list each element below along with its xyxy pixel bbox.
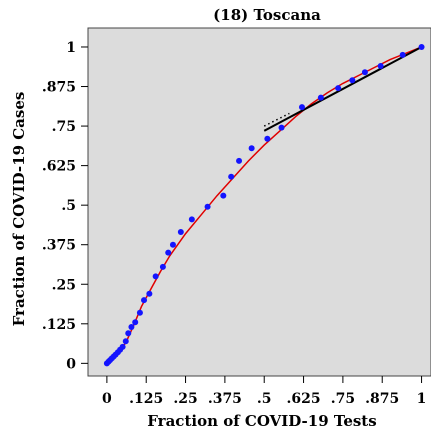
- y-tick-label: .875: [42, 80, 76, 96]
- data-point: [278, 124, 285, 131]
- data-point: [361, 69, 368, 76]
- data-point: [317, 94, 324, 101]
- data-point: [119, 343, 126, 350]
- data-point: [132, 319, 139, 326]
- x-tick-label: 0: [102, 391, 112, 407]
- data-point: [165, 249, 172, 256]
- data-point: [228, 173, 235, 180]
- data-point: [335, 85, 342, 92]
- y-tick-label: .375: [42, 238, 76, 254]
- data-point: [125, 330, 132, 337]
- data-point: [418, 43, 425, 50]
- data-point: [146, 290, 153, 297]
- plot-panel: [87, 27, 431, 377]
- data-point: [159, 263, 166, 270]
- data-point: [128, 323, 135, 330]
- data-point: [141, 297, 148, 304]
- x-tick-label: .375: [208, 391, 242, 407]
- y-tick-label: 0: [66, 356, 76, 372]
- x-tick-label: .625: [287, 391, 321, 407]
- data-point: [399, 51, 406, 58]
- data-point: [169, 241, 176, 248]
- data-point: [177, 229, 184, 236]
- data-point: [298, 104, 305, 111]
- data-point: [204, 203, 211, 210]
- data-point: [152, 273, 159, 280]
- x-tick-label: .75: [331, 391, 355, 407]
- data-point: [220, 192, 227, 199]
- chart-title: (18) Toscana: [213, 6, 321, 24]
- y-tick-label: .625: [42, 159, 76, 175]
- x-tick-label: .125: [129, 391, 163, 407]
- data-point: [248, 145, 255, 152]
- trend-dotted-line: [263, 112, 290, 127]
- x-axis-label: Fraction of COVID-19 Tests: [147, 412, 376, 430]
- tick-layer: 0 .125 .25 .375 .5 .625 .75 .875 1 0 .125 .25 .375 .5…: [42, 40, 427, 407]
- y-tick-label: .25: [52, 277, 76, 293]
- data-point: [377, 62, 384, 69]
- data-point: [188, 216, 195, 223]
- y-tick-label: 1: [66, 40, 76, 56]
- data-point: [264, 135, 271, 142]
- x-tick-label: .875: [365, 391, 399, 407]
- y-tick-label: .5: [61, 198, 76, 214]
- data-point: [236, 157, 243, 164]
- x-tick-label: 1: [417, 391, 427, 407]
- data-point: [349, 77, 356, 84]
- fit-curve: [106, 46, 422, 364]
- x-tick-label: .5: [257, 391, 272, 407]
- y-axis-label: Fraction of COVID-19 Cases: [10, 92, 28, 327]
- data-point: [136, 309, 143, 316]
- data-point: [122, 338, 129, 345]
- trend-line: [263, 46, 423, 132]
- y-tick-label: .125: [42, 317, 76, 333]
- y-tick-label: .75: [52, 119, 76, 135]
- x-tick-label: .25: [173, 391, 197, 407]
- data-points: [103, 43, 425, 367]
